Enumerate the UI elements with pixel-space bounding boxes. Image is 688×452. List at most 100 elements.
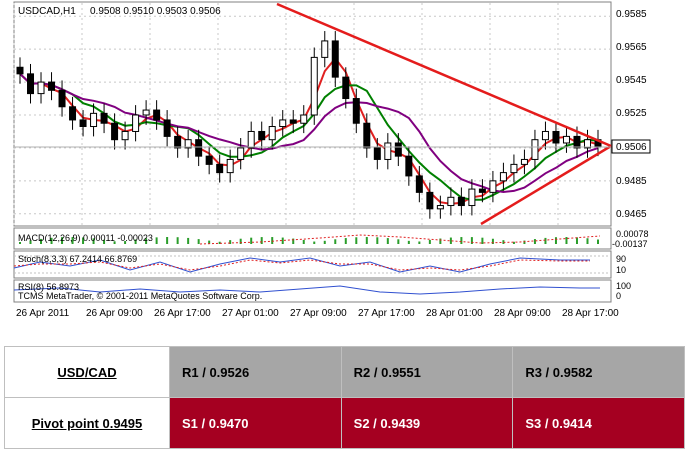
candle-bearish: [100, 112, 108, 124]
price-axis: 0.9585 0.9565 0.9545 0.9525 0.9485 0.946…: [616, 9, 647, 220]
candle-bullish: [583, 139, 591, 149]
macd-bar: [292, 238, 295, 244]
macd-bar: [449, 237, 452, 244]
macd-bar: [218, 241, 221, 244]
macd-bar: [82, 237, 85, 244]
candle-bullish: [279, 119, 287, 128]
candle-bullish: [90, 112, 98, 128]
lower-trendline: [480, 144, 612, 226]
macd-bar: [355, 237, 358, 244]
rsi-line: [13, 285, 600, 295]
macd-bar: [239, 238, 242, 244]
macd-bar: [187, 237, 190, 244]
stoch-scale-90: 90: [616, 254, 626, 264]
candle-bullish: [489, 180, 497, 193]
pivot-point-label: Pivot point 0.9495: [4, 397, 170, 449]
macd-bar: [491, 238, 494, 244]
candle-bearish: [174, 135, 182, 149]
macd-bar: [61, 237, 64, 244]
candle-bearish: [216, 163, 224, 174]
macd-bar: [197, 239, 200, 244]
candle-bearish: [205, 155, 213, 165]
candle-bullish: [184, 139, 192, 149]
candle-bullish: [384, 142, 392, 160]
macd-bar: [334, 239, 337, 244]
candle-bullish: [321, 40, 329, 58]
macd-bar: [302, 239, 305, 244]
candle-bearish: [352, 98, 360, 124]
candle-bearish: [111, 122, 119, 141]
macd-bar: [124, 241, 127, 244]
candle-bearish: [457, 196, 465, 207]
candle-bearish: [405, 155, 413, 177]
macd-bar: [281, 237, 284, 244]
candle-bearish: [258, 130, 266, 141]
macd-signal-line: [199, 234, 601, 245]
macd-bar: [533, 239, 536, 244]
candlesticks: [16, 31, 602, 219]
candle-bullish: [541, 130, 549, 141]
price-tick: 0.9545: [616, 75, 647, 86]
macd-bar: [554, 237, 557, 244]
macd-bar: [208, 240, 211, 244]
rsi-label: RSI(8) 56.8973: [18, 282, 79, 292]
stoch-main-line: [13, 257, 590, 273]
candle-bearish: [363, 122, 371, 149]
pair-label: USD/CAD: [4, 346, 170, 398]
candle-bullish: [37, 81, 45, 95]
candle-bearish: [552, 130, 560, 144]
candle-bearish: [426, 191, 434, 210]
macd-bar: [502, 240, 505, 244]
candle-bearish: [373, 147, 381, 160]
macd-scale-top: 0.00078: [616, 229, 649, 239]
macd-bar: [113, 241, 116, 244]
price-tick: 0.9565: [616, 42, 647, 53]
candle-bearish: [394, 142, 402, 157]
support-2: S2 / 0.9439: [340, 397, 514, 449]
macd-bar: [544, 237, 547, 244]
stoch-label: Stoch(8,3,3) 67.2414 66.8769: [18, 254, 137, 264]
macd-bar: [376, 237, 379, 244]
macd-bar: [40, 238, 43, 244]
rsi-panel: [13, 279, 612, 303]
candle-bullish: [237, 147, 245, 160]
macd-bar: [271, 237, 274, 244]
time-tick: 26 Apr 09:00: [86, 308, 143, 319]
candle-bullish: [247, 130, 255, 149]
candle-bullish: [520, 158, 528, 165]
macd-bar: [460, 237, 463, 244]
macd-bar: [418, 241, 421, 244]
macd-bar: [586, 238, 589, 244]
macd-label: MACD(12,26,9) 0.00011 -0.00023: [18, 233, 153, 243]
candle-bullish: [436, 205, 444, 210]
candle-bullish: [268, 126, 276, 141]
candle-bullish: [226, 158, 234, 174]
price-tick: 0.9465: [616, 209, 647, 220]
stoch-scale-10: 10: [616, 265, 626, 275]
candle-bullish: [510, 163, 518, 174]
macd-bar: [176, 237, 179, 244]
time-tick: 28 Apr 09:00: [494, 308, 551, 319]
macd-bar: [166, 237, 169, 244]
macd-bar: [597, 239, 599, 244]
macd-bar: [481, 237, 484, 244]
macd-bar: [439, 238, 442, 244]
macd-bar: [365, 237, 368, 244]
candle-bullish: [121, 130, 129, 141]
time-tick: 26 Apr 17:00: [154, 308, 211, 319]
candle-bearish: [69, 106, 77, 121]
macd-bar: [575, 237, 578, 244]
candle-bearish: [58, 89, 66, 108]
candle-bearish: [331, 40, 339, 78]
chart-ohlc: 0.9508 0.9510 0.9503 0.9506: [90, 6, 221, 17]
macd-bar: [29, 240, 32, 244]
macd-bar: [260, 237, 263, 244]
macd-bar: [250, 237, 253, 244]
price-tick: 0.9485: [616, 176, 647, 187]
candle-bearish: [16, 66, 24, 75]
candle-bullish: [132, 114, 140, 132]
price-tick: 0.9525: [616, 108, 647, 119]
candle-bearish: [79, 119, 87, 128]
current-price-box: [611, 139, 651, 154]
candle-bullish: [499, 172, 507, 182]
